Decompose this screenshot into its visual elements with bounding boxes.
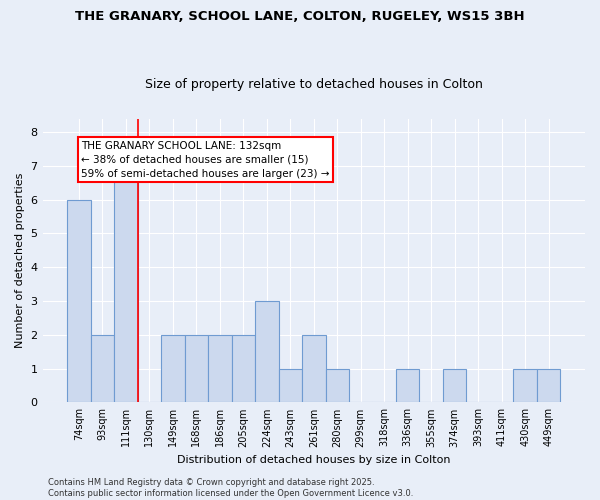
Bar bbox=[161, 335, 185, 402]
Bar bbox=[91, 335, 114, 402]
Bar bbox=[326, 368, 349, 402]
Bar bbox=[208, 335, 232, 402]
Bar bbox=[443, 368, 466, 402]
Bar bbox=[278, 368, 302, 402]
Title: Size of property relative to detached houses in Colton: Size of property relative to detached ho… bbox=[145, 78, 483, 91]
Text: Contains HM Land Registry data © Crown copyright and database right 2025.
Contai: Contains HM Land Registry data © Crown c… bbox=[48, 478, 413, 498]
Text: THE GRANARY SCHOOL LANE: 132sqm
← 38% of detached houses are smaller (15)
59% of: THE GRANARY SCHOOL LANE: 132sqm ← 38% of… bbox=[81, 140, 330, 178]
Bar bbox=[114, 166, 137, 402]
Bar bbox=[537, 368, 560, 402]
Bar bbox=[67, 200, 91, 402]
Y-axis label: Number of detached properties: Number of detached properties bbox=[15, 173, 25, 348]
Bar bbox=[255, 301, 278, 402]
Bar bbox=[232, 335, 255, 402]
X-axis label: Distribution of detached houses by size in Colton: Distribution of detached houses by size … bbox=[177, 455, 451, 465]
Bar bbox=[514, 368, 537, 402]
Bar bbox=[185, 335, 208, 402]
Text: THE GRANARY, SCHOOL LANE, COLTON, RUGELEY, WS15 3BH: THE GRANARY, SCHOOL LANE, COLTON, RUGELE… bbox=[75, 10, 525, 23]
Bar bbox=[302, 335, 326, 402]
Bar bbox=[396, 368, 419, 402]
